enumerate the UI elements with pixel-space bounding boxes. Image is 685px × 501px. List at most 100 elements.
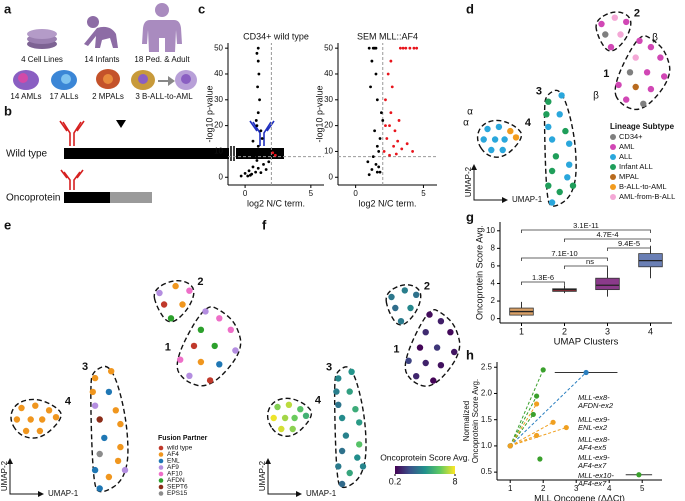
point [530,411,536,418]
umap-point [602,31,609,38]
colorbar-tick-label: 0.2 [389,476,402,486]
umap-point [647,43,655,51]
umap-point [172,282,179,290]
y-tick-label: 2 [491,296,496,305]
umap-point [216,315,223,322]
y-axis-label: Oncoprotein Score Avg. [474,225,484,320]
legend-title: Lineage Subtype [610,122,675,131]
legend-label: EPS15 [167,490,188,497]
cohort-icons [13,3,197,90]
umap-point [39,416,46,423]
umap-point [156,289,163,297]
point [264,168,268,171]
umap-point [626,69,634,76]
point [408,46,412,50]
annotation: α [467,107,473,118]
umap-point [274,403,281,411]
panel-label: f [262,217,267,232]
x-tick-label: 5 [421,189,426,198]
umap-point [232,347,239,354]
point [367,173,371,177]
umap-point [495,123,503,131]
bracket [521,257,608,261]
umap-point [197,326,205,333]
cluster-label: 1 [393,343,399,355]
cohort-label: 18 Ped. & Adult [134,55,190,64]
umap-point [556,111,563,118]
point [540,367,546,373]
umap-point [543,111,550,118]
point [258,152,261,156]
point [255,51,259,55]
antibody-n [60,169,84,190]
bracket [521,229,651,233]
point [370,59,374,63]
panel-label: h [466,347,474,362]
legend-swatch [610,174,616,180]
cohort-label: 14 AMLs [10,92,41,101]
point [378,170,382,174]
y-tick-label: 6 [491,261,496,270]
colorbar-tick-label: 8 [452,476,457,486]
axis-arrow [9,462,40,495]
legend-swatch [158,471,164,477]
point [393,129,397,133]
point [507,443,513,449]
point [254,119,258,122]
umap-point [643,69,651,76]
umap-point [401,287,408,294]
umap-point [91,374,99,382]
umap-point [416,344,424,351]
legend-label: SEPT6 [167,484,188,491]
point [381,119,385,122]
arrow [158,76,175,86]
point [411,150,414,153]
y-tick-label: 40 [214,69,223,78]
umap-point [636,37,643,44]
cluster-label: 1 [603,68,609,80]
y-tick-label: 40 [324,69,333,78]
legend-label: ALL [619,152,632,161]
umap-point [338,414,346,422]
y-tick-label: 50 [324,43,333,52]
point [251,139,255,143]
umap-point [105,388,113,396]
bracket [564,265,608,269]
legend-label: AF9 [167,464,179,471]
umap-point [548,167,556,175]
umap-point [545,123,552,131]
umap-point [346,388,353,395]
nucleus [181,74,191,84]
point [375,144,379,148]
umap-point [202,308,209,315]
point [369,85,372,89]
y-tick-label: 1.0 [481,441,493,450]
umap-point [45,407,53,414]
point [384,98,387,102]
cluster-label: 4 [315,395,322,407]
cluster-outline [404,309,461,387]
umap-point [359,463,367,470]
cluster-outline [10,398,62,439]
point [405,142,409,146]
point [256,46,260,50]
umap-point [405,357,412,364]
y-tick-label: 20 [324,121,333,130]
point [263,150,267,153]
cluster-outline [543,89,577,207]
umap-point [281,414,289,422]
point [255,124,259,128]
umap-point [114,457,122,465]
umap-point [569,182,577,189]
chart-title: SEM MLL::AF4 [357,31,418,41]
point [394,152,398,156]
x-tick-label: 3 [574,484,579,493]
y-tick-label: 10 [324,147,333,156]
umap-point [36,427,44,435]
umap-point [52,414,60,421]
nucleus [61,74,71,84]
panel-label: e [4,217,11,232]
cluster-outline [90,365,129,493]
cohort-label: 4 Cell Lines [21,55,63,64]
